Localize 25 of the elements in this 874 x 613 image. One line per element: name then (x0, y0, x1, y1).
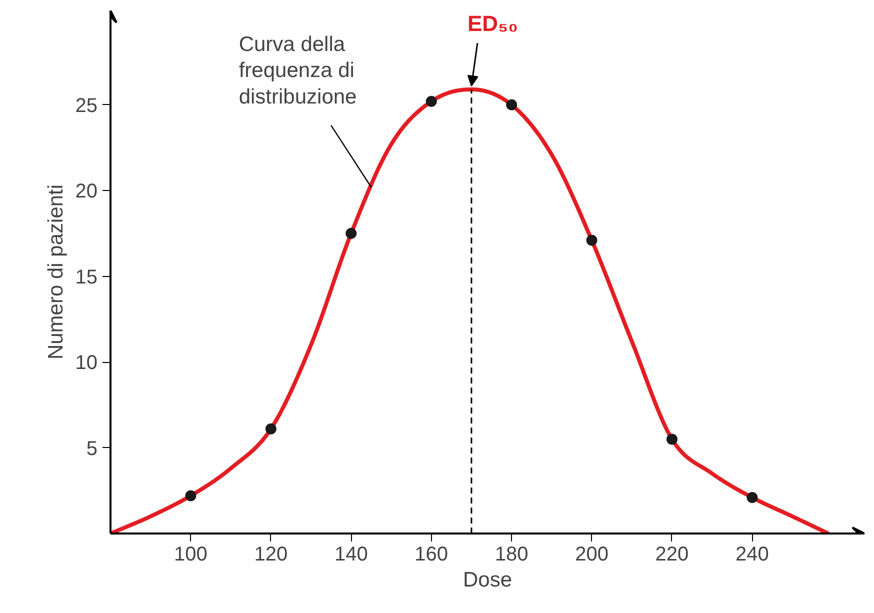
y-tick-label: 15 (75, 266, 98, 288)
x-tick-label: 200 (575, 544, 608, 566)
y-axis-title: Numero di pazienti (44, 184, 68, 360)
point (746, 492, 758, 503)
point (185, 490, 196, 502)
point (666, 434, 678, 445)
x-tick-label: 120 (254, 544, 288, 566)
point (426, 96, 437, 107)
x-tick-label: 220 (655, 544, 689, 566)
x-axis-title: Dose (462, 568, 512, 592)
x-tick-label: 160 (414, 544, 448, 566)
ref-line-label: ED₅₀ (467, 11, 518, 36)
point (265, 423, 276, 434)
point (346, 228, 357, 239)
annotation: Curva della frequenza di distribuzione (238, 32, 357, 109)
point (586, 234, 598, 246)
x-tick-label: 140 (334, 544, 368, 566)
x-tick-label: 180 (494, 544, 528, 566)
y-tick-label: 5 (86, 438, 98, 460)
y-tick-label: 25 (75, 94, 98, 117)
y-tick-label: 10 (75, 352, 98, 374)
x-tick-label: 100 (174, 544, 208, 566)
x-tick-label: 240 (736, 544, 769, 566)
y-tick-label: 20 (75, 180, 98, 203)
point (506, 99, 518, 110)
